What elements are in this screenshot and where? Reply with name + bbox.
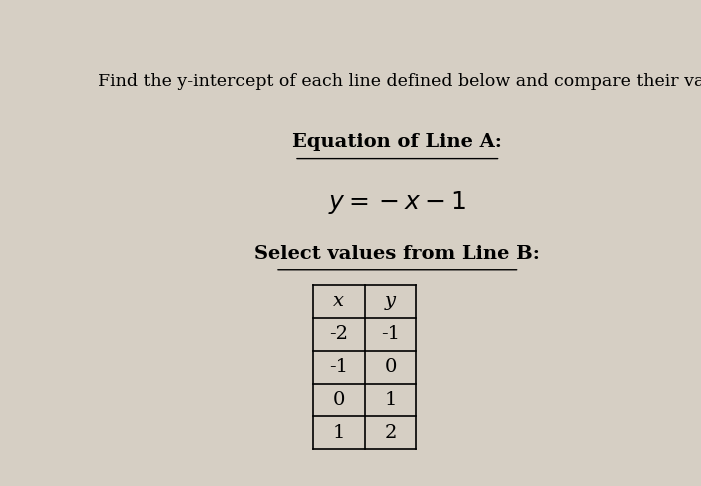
Text: 1: 1 xyxy=(384,391,397,409)
Text: $y = -x - 1$: $y = -x - 1$ xyxy=(328,189,466,216)
Text: -1: -1 xyxy=(381,325,400,343)
Text: 0: 0 xyxy=(384,358,397,376)
Text: 2: 2 xyxy=(384,424,397,442)
Text: Find the y-intercept of each line defined below and compare their values.: Find the y-intercept of each line define… xyxy=(98,73,701,90)
Text: Select values from Line B:: Select values from Line B: xyxy=(254,245,540,263)
Text: -2: -2 xyxy=(329,325,348,343)
Text: 1: 1 xyxy=(333,424,345,442)
Text: x: x xyxy=(334,292,344,310)
Text: -1: -1 xyxy=(329,358,348,376)
Text: Equation of Line A:: Equation of Line A: xyxy=(292,133,502,151)
Text: y: y xyxy=(385,292,396,310)
Text: 0: 0 xyxy=(333,391,345,409)
